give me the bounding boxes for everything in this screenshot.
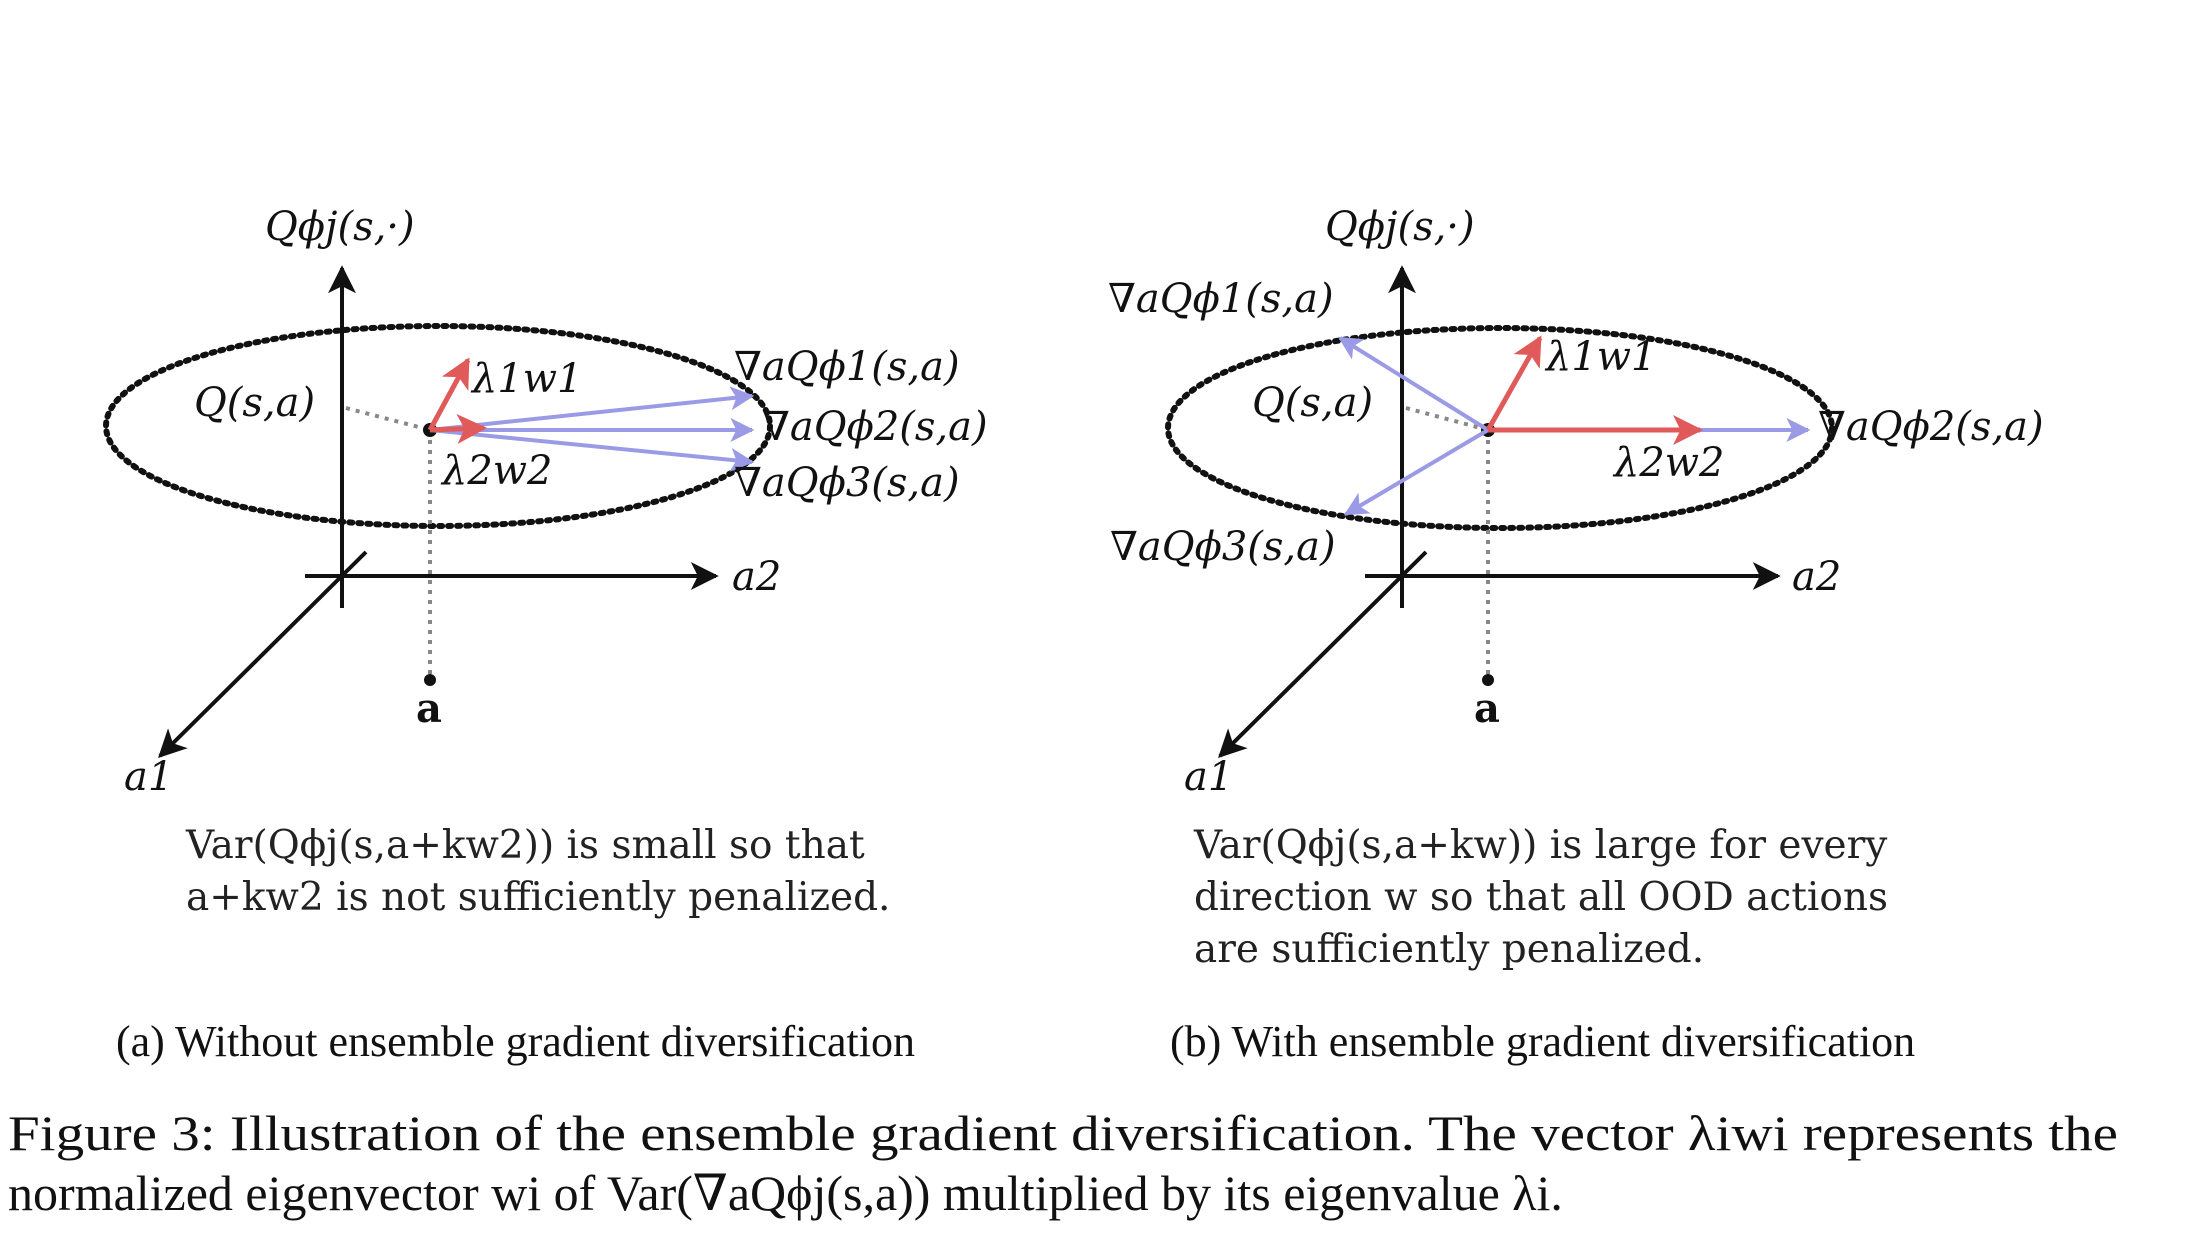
panel-b-grad1-label: ∇aQϕ1(s,a) xyxy=(1108,276,1334,322)
panel-a-lambda1-label: λ1w1 xyxy=(470,356,583,402)
panel-b-grad2-label: ∇aQϕ2(s,a) xyxy=(1818,404,2044,450)
panel-a-x1-axis-label: a1 xyxy=(124,754,173,800)
panel-b-point-a xyxy=(1482,674,1494,686)
panel-b-y-axis-label: Qϕj(s,·) xyxy=(1325,204,1475,250)
panel-a-x1-axis xyxy=(158,550,368,758)
panel-b-ellipse xyxy=(1165,325,1835,531)
panel-b-diagram: Qϕj(s,·) a2 a1 Q(s,a) a λ1w1 λ2w2 ∇aQϕ1(… xyxy=(1108,204,2044,1066)
panel-a-ellipse xyxy=(103,323,773,529)
panel-b-description-line2: direction w so that all OOD actions xyxy=(1194,875,1888,920)
panel-b-grad3-arrow xyxy=(1343,428,1490,516)
panel-b-grad3-label: ∇aQϕ3(s,a) xyxy=(1110,524,1336,570)
panel-a-description-line1: Var(Qϕj(s,a+kw2)) is small so that xyxy=(185,823,865,868)
panel-a-y-axis-label: Qϕj(s,·) xyxy=(265,204,415,250)
panel-b-description-line3: are sufficiently penalized. xyxy=(1194,927,1704,972)
panel-a-q-guide xyxy=(345,406,431,432)
panel-a-lambda2-arrow xyxy=(429,414,487,444)
figure-caption-line2: normalized eigenvector wi of Var(∇aQϕj(s… xyxy=(8,1165,1563,1221)
panel-a-grad1-label: ∇aQϕ1(s,a) xyxy=(734,344,960,390)
panel-a-point-label: a xyxy=(416,685,442,732)
panel-a-subcaption: (a) Without ensemble gradient diversific… xyxy=(116,1017,915,1066)
panel-a-lambda2-label: λ2w2 xyxy=(440,448,553,494)
panel-b-lambda1-arrow xyxy=(1485,335,1543,432)
panel-b-grad1-arrow xyxy=(1337,336,1490,432)
panel-a-diagram: Qϕj(s,·) a2 a1 Q(s,a) a λ1w1 λ2w2 ∇aQϕ1(… xyxy=(103,204,988,1066)
panel-b-x1-axis-label: a1 xyxy=(1184,754,1233,800)
panel-a-point-a xyxy=(424,674,436,686)
figure-caption-line1: Figure 3: Illustration of the ensemble g… xyxy=(8,1105,2118,1161)
panel-b-subcaption: (b) With ensemble gradient diversificati… xyxy=(1170,1017,1915,1066)
panel-b-q-label: Q(s,a) xyxy=(1252,380,1373,426)
panel-b-lambda2-label: λ2w2 xyxy=(1612,440,1725,486)
panel-b-q-guide xyxy=(1405,406,1489,432)
panel-a-lambda1-arrow xyxy=(427,357,471,432)
panel-a-grad3-label: ∇aQϕ3(s,a) xyxy=(734,460,960,506)
panel-b-lambda1-label: λ1w1 xyxy=(1544,334,1657,380)
panel-b-point-label: a xyxy=(1474,685,1500,732)
panel-b-description-line1: Var(Qϕj(s,a+kw)) is large for every xyxy=(1193,823,1887,868)
panel-a-q-label: Q(s,a) xyxy=(194,380,315,426)
panel-a-x2-axis-label: a2 xyxy=(732,554,781,600)
panel-b-x1-axis xyxy=(1218,550,1428,758)
panel-b-x2-axis-label: a2 xyxy=(1792,554,1841,600)
panel-a-grad2-label: ∇aQϕ2(s,a) xyxy=(762,404,988,450)
panel-a-description-line2: a+kw2 is not sufficiently penalized. xyxy=(186,875,890,920)
